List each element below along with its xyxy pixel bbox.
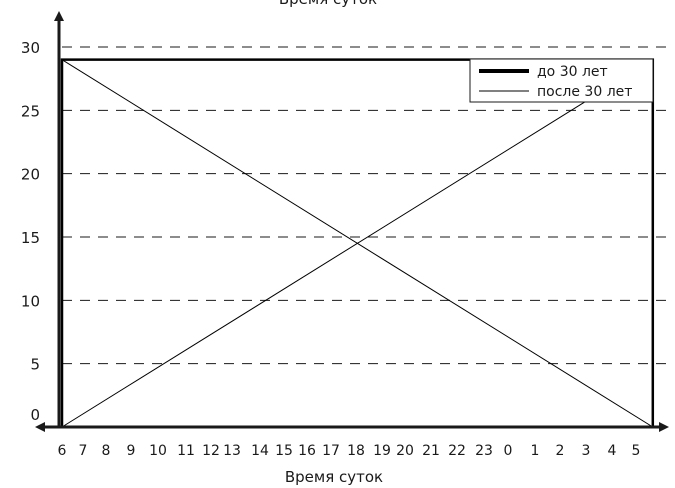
x-tick-7: 7 xyxy=(79,443,88,459)
x-tick-0: 0 xyxy=(504,443,513,459)
x-tick-19: 19 xyxy=(373,443,391,459)
x-tick-9: 9 xyxy=(127,443,136,459)
y-tick-20: 20 xyxy=(21,166,40,184)
y-tick-5: 5 xyxy=(30,356,40,374)
y-tick-30: 30 xyxy=(21,39,40,57)
x-tick-8: 8 xyxy=(102,443,111,459)
x-tick-15: 15 xyxy=(275,443,293,459)
y-tick-15: 15 xyxy=(21,229,40,247)
x-tick-13: 13 xyxy=(223,443,241,459)
grid xyxy=(62,46,668,365)
x-tick-1: 1 xyxy=(531,443,540,459)
x-tick-14: 14 xyxy=(251,443,269,459)
y-tick-0: 0 xyxy=(30,406,40,424)
x-tick-22: 22 xyxy=(448,443,466,459)
series-line-2 xyxy=(61,59,654,428)
y-tick-labels: 0 5 10 15 20 25 30 xyxy=(21,39,40,424)
x-tick-4: 4 xyxy=(608,443,617,459)
x-tick-21: 21 xyxy=(422,443,440,459)
x-tick-10: 10 xyxy=(149,443,167,459)
y-tick-10: 10 xyxy=(21,292,40,310)
legend-box xyxy=(469,58,654,103)
legend-label-2: после 30 лет xyxy=(537,84,632,100)
x-tick-3: 3 xyxy=(582,443,591,459)
x-tick-labels: 6 7 8 9 10 11 12 13 14 15 16 17 18 19 20 21 22 23 0 1 2 3 4 5 xyxy=(58,443,641,459)
legend: до 30 лет после 30 лет xyxy=(469,58,654,103)
x-tick-2: 2 xyxy=(556,443,565,459)
y-tick-25: 25 xyxy=(21,102,40,120)
x-tick-17: 17 xyxy=(322,443,340,459)
axes xyxy=(35,11,669,432)
x-tick-20: 20 xyxy=(396,443,414,459)
x-tick-18: 18 xyxy=(347,443,365,459)
legend-label-1: до 30 лет xyxy=(537,64,608,80)
chart-title: Время суток xyxy=(279,0,377,8)
x-tick-23: 23 xyxy=(475,443,493,459)
x-tick-11: 11 xyxy=(177,443,195,459)
x-axis-label: Время суток xyxy=(285,468,383,486)
x-tick-5: 5 xyxy=(632,443,641,459)
series xyxy=(60,58,655,429)
x-tick-12: 12 xyxy=(202,443,220,459)
x-tick-6: 6 xyxy=(58,443,67,459)
x-tick-16: 16 xyxy=(298,443,316,459)
